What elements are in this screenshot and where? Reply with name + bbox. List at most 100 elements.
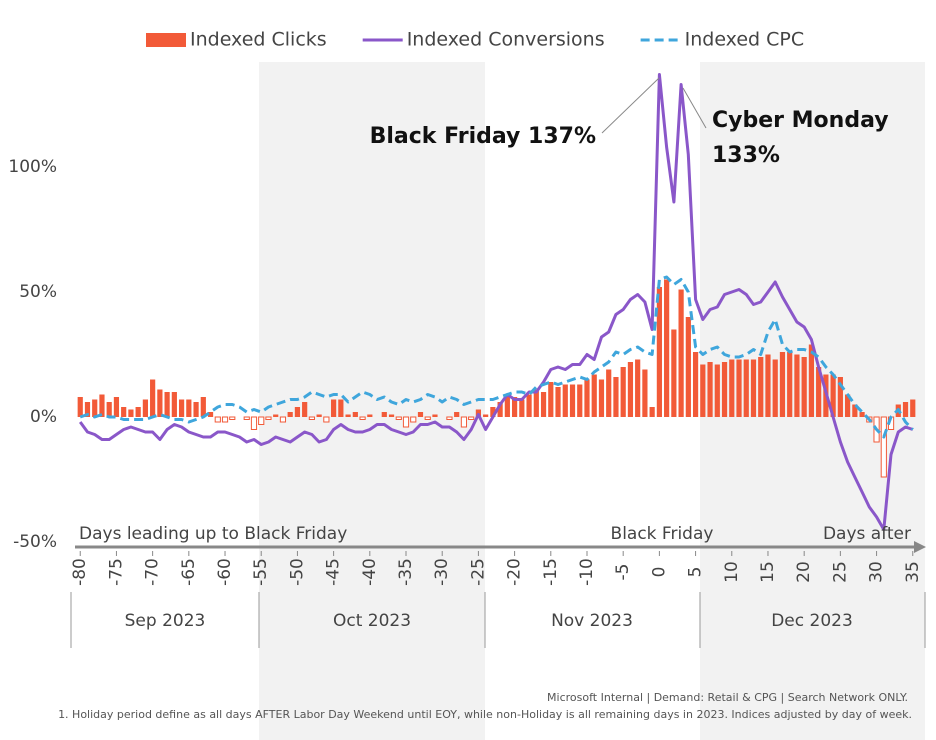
bar [92, 399, 98, 417]
bar [620, 367, 626, 417]
y-tick-label: 50% [19, 282, 57, 302]
bar [258, 416, 265, 425]
bar [664, 279, 670, 417]
bar [794, 354, 800, 417]
bar [627, 362, 634, 417]
bar [519, 399, 525, 417]
bar [142, 399, 148, 417]
bar [121, 407, 127, 417]
bar [331, 399, 337, 417]
bar [910, 399, 916, 417]
x-tick-label: 25 [830, 561, 850, 583]
x-tick-label: 20 [794, 561, 814, 583]
x-tick-label: -30 [432, 558, 452, 586]
bar [250, 416, 258, 430]
bar [410, 416, 417, 423]
annotation: 133% [712, 143, 780, 168]
month-label: Sep 2023 [125, 611, 206, 631]
x-tick-label: 35 [903, 561, 923, 583]
bar [381, 412, 387, 417]
x-tick-label: -75 [106, 558, 126, 586]
bar [678, 289, 684, 417]
bar [859, 412, 865, 417]
bar [880, 416, 887, 478]
y-tick-label: 0% [30, 407, 57, 427]
x-tick-label: -80 [70, 558, 90, 586]
bar [743, 359, 749, 417]
x-tick-label: -5 [613, 564, 633, 581]
bar [830, 374, 836, 417]
bar [229, 416, 236, 420]
bar [700, 364, 706, 417]
bar [417, 412, 424, 417]
bar [338, 399, 344, 417]
bar [395, 416, 402, 420]
bar [497, 402, 503, 417]
bar [504, 394, 510, 417]
bar [526, 394, 532, 417]
bar [656, 287, 662, 417]
y-tick-label: -50% [13, 532, 57, 552]
bar [540, 392, 547, 417]
x-tick-label: 5 [686, 567, 706, 578]
bar [308, 416, 315, 420]
x-tick-label: 15 [758, 561, 778, 583]
bar [323, 416, 330, 423]
legend-label: Indexed Clicks [190, 29, 327, 51]
x-tick-label: -50 [287, 558, 307, 586]
bar [359, 416, 366, 420]
bar [468, 416, 475, 420]
bar [845, 394, 851, 417]
bar [193, 402, 199, 417]
bar [243, 416, 250, 420]
x-tick-label: -10 [577, 558, 597, 586]
leader-line [601, 77, 660, 134]
bar [721, 362, 728, 417]
x-tick-label: -70 [143, 558, 163, 586]
x-tick-label: -25 [468, 558, 488, 586]
bar [388, 414, 395, 417]
bar [294, 407, 301, 417]
bar [808, 344, 815, 417]
bar [692, 352, 699, 417]
bar [454, 412, 460, 417]
bar [186, 399, 192, 417]
bar [279, 416, 287, 423]
line [78, 73, 914, 531]
bar [287, 412, 293, 417]
bar [591, 374, 597, 417]
bar [316, 414, 322, 417]
bar [157, 389, 163, 417]
annotation: Black Friday 137% [370, 124, 596, 149]
bar [402, 416, 410, 428]
annotation: Cyber Monday [712, 108, 889, 133]
bar [150, 379, 156, 417]
bar [345, 414, 351, 417]
bar [84, 402, 91, 417]
x-tick-label: 30 [867, 561, 887, 583]
bar [424, 416, 431, 420]
bar [837, 377, 843, 417]
axis-label-right: Days after [823, 524, 911, 544]
bar [490, 407, 496, 417]
axis-label-center: Black Friday [611, 524, 714, 544]
bar [99, 394, 105, 417]
x-tick-label: -35 [396, 558, 416, 586]
bar [221, 416, 229, 423]
bar [533, 389, 539, 417]
dashed-line [79, 275, 914, 439]
bar [460, 416, 468, 428]
bar [852, 404, 858, 417]
bar [302, 402, 308, 417]
bar [562, 384, 568, 417]
x-tick-label: -60 [215, 558, 235, 586]
legend-label: Indexed Conversions [407, 29, 605, 51]
bar [649, 407, 655, 417]
bar [707, 362, 713, 417]
bar [511, 397, 518, 417]
bar [801, 357, 807, 417]
bar [758, 357, 764, 417]
day-arrow-head [914, 541, 926, 553]
bar [816, 367, 822, 417]
